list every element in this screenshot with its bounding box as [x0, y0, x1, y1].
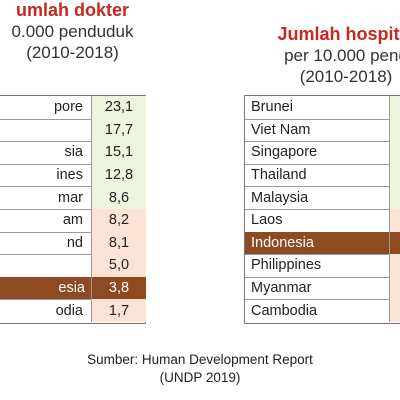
value-cell: 8,1: [91, 231, 146, 255]
table-row: Cambodia: [245, 299, 400, 322]
country-name: Malaysia: [251, 189, 309, 206]
value-cell: [389, 118, 400, 142]
value-cell: [389, 96, 400, 119]
right-table-heading: Jumlah hospital per 10.000 pend (2010-20…: [246, 24, 400, 87]
country-name: [0, 254, 83, 277]
table-row: pore 23,1: [0, 96, 146, 120]
country-name: odia: [55, 302, 83, 319]
country-name: ines: [56, 167, 83, 184]
country-name: nd: [66, 234, 83, 251]
country-name: Brunei: [251, 99, 293, 116]
source-org: (UNDP 2019): [159, 370, 241, 385]
table-row: Viet Nam: [245, 118, 400, 143]
value-cell: 15,1: [91, 141, 146, 164]
country-name: Indonesia: [245, 231, 389, 255]
table-row: mar 8,6: [0, 186, 146, 210]
table-row: am 8,2: [0, 209, 146, 233]
left-table-title: umlah dokter: [15, 0, 130, 20]
value-cell: [389, 209, 400, 232]
value-cell: 8,2: [91, 209, 146, 232]
table-row: esia 3,8: [0, 276, 146, 301]
value-cell: 3,8: [91, 276, 146, 300]
value-cell: [389, 276, 400, 300]
country-name: Viet Nam: [251, 121, 311, 138]
country-name: [0, 119, 83, 142]
table-row: sia 15,1: [0, 141, 146, 165]
table-row: Brunei: [245, 96, 400, 120]
source-note: Sumber: Human Development Report (UNDP 2…: [0, 351, 400, 387]
country-name: am: [62, 212, 83, 229]
table-row: Malaysia: [245, 186, 400, 210]
table-row: nd 8,1: [0, 231, 146, 256]
value-cell: [389, 141, 400, 164]
value-cell: [389, 254, 400, 277]
country-name: mar: [58, 189, 83, 206]
table-row: Myanmar: [245, 276, 400, 301]
country-name: esia: [0, 276, 91, 300]
table-row: ines 12,8: [0, 163, 146, 188]
value-cell: [389, 186, 400, 209]
doctors-table: pore 23,1 17,7 sia 15,1 ines 12,8 mar 8,6 am 8,2 nd…: [0, 95, 146, 324]
value-cell: [389, 163, 400, 187]
value-cell: [389, 299, 400, 322]
value-cell: 5,0: [91, 254, 146, 277]
country-name: pore: [53, 99, 83, 116]
value-cell: 12,8: [91, 163, 146, 187]
table-row: 5,0: [0, 254, 146, 278]
value-cell: 8,6: [91, 186, 146, 209]
table-row: Laos: [245, 209, 400, 233]
table-row: Singapore: [245, 141, 400, 165]
right-table-subtitle: per 10.000 pend: [284, 46, 400, 65]
left-table-heading: umlah dokter 0.000 penduduk (2010-2018): [0, 0, 155, 63]
country-name: sia: [64, 144, 83, 161]
country-name: Singapore: [251, 144, 318, 161]
country-name: Philippines: [251, 257, 322, 274]
left-table-subtitle: 0.000 penduduk: [11, 22, 134, 41]
country-name: Myanmar: [251, 280, 312, 297]
hospitals-table: Brunei Viet Nam Singapore Thailand Malaysia L…: [244, 95, 400, 324]
table-row: odia 1,7: [0, 299, 146, 322]
table-row: Indonesia: [245, 231, 400, 256]
value-cell: 23,1: [91, 96, 146, 119]
value-cell: [389, 231, 400, 255]
value-cell: 1,7: [91, 299, 146, 322]
value-cell: 17,7: [91, 118, 146, 142]
left-table-period: (2010-2018): [26, 43, 119, 62]
table-row: Thailand: [245, 163, 400, 188]
table-row: 17,7: [0, 118, 146, 143]
country-name: Thailand: [251, 167, 307, 184]
right-table-period: (2010-2018): [299, 67, 393, 86]
right-table-title: Jumlah hospital: [277, 24, 400, 44]
table-row: Philippines: [245, 254, 400, 278]
country-name: Cambodia: [251, 302, 318, 319]
source-line: Sumber: Human Development Report: [87, 352, 313, 367]
country-name: Laos: [251, 212, 283, 229]
